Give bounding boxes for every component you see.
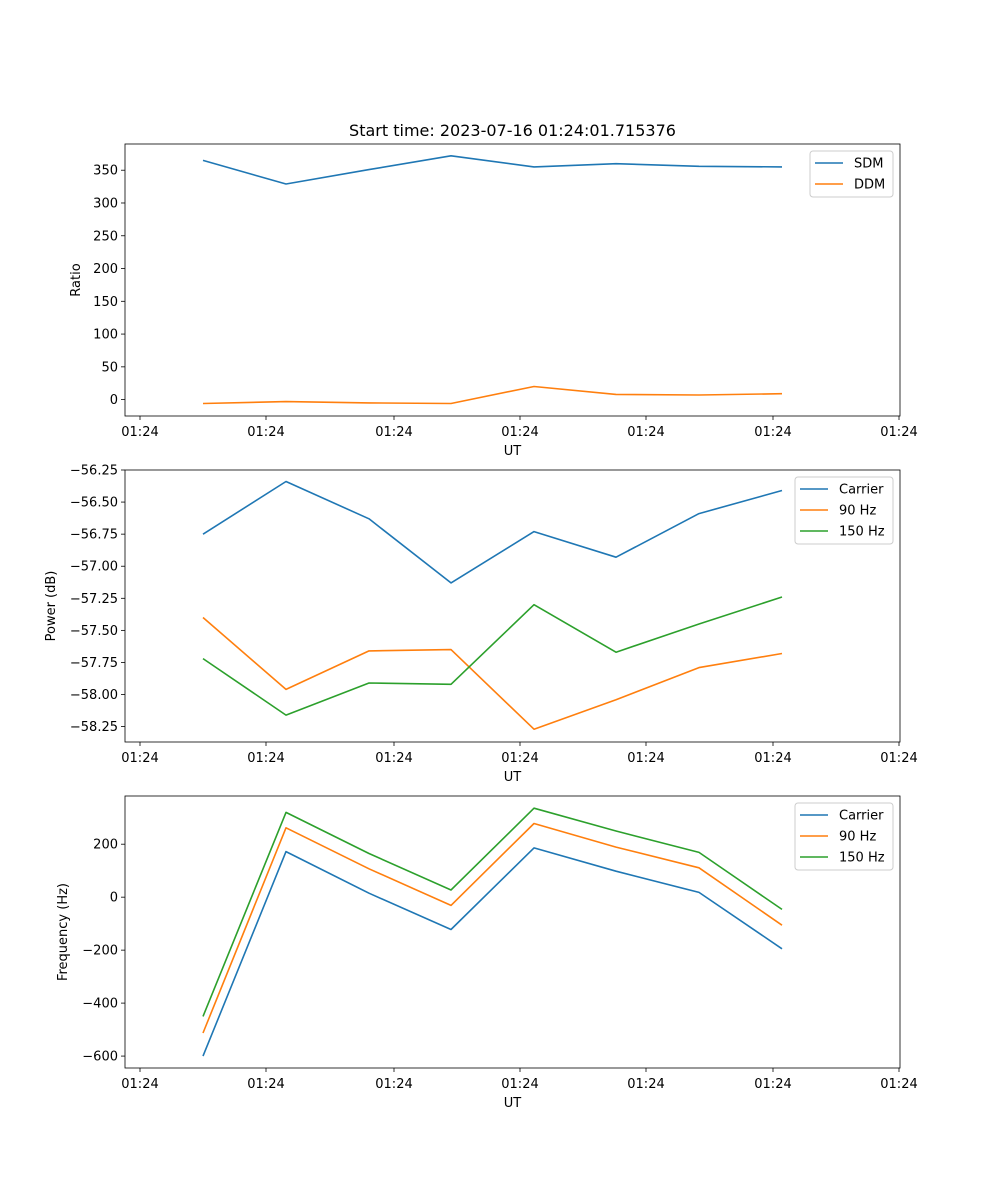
x-tick-label: 01:24 — [627, 751, 664, 766]
legend: SDM DDM — [809, 150, 894, 198]
legend-box — [794, 476, 894, 545]
x-tick-label: 01:24 — [754, 1077, 791, 1092]
x-tick-label: 01:24 — [247, 1077, 284, 1092]
x-axis-label: UT — [504, 1096, 522, 1111]
y-tick-label: −400 — [82, 997, 118, 1012]
series-line-90-hz — [202, 822, 783, 1034]
legend-label: 150 Hz — [839, 851, 885, 866]
x-tick-label: 01:24 — [880, 1077, 917, 1092]
series-line-150-hz — [202, 596, 783, 716]
x-tick-label: 01:24 — [501, 1077, 538, 1092]
x-tick-label: 01:24 — [627, 1077, 664, 1092]
series-line-sdm — [202, 155, 783, 185]
x-tick-label: 01:24 — [880, 425, 917, 440]
y-tick-label: −56.50 — [70, 496, 118, 511]
legend-label: 90 Hz — [839, 504, 876, 519]
y-tick-label: −58.25 — [70, 720, 118, 735]
x-tick-label: 01:24 — [375, 1077, 412, 1092]
y-tick-label: 200 — [93, 262, 118, 277]
y-tick-label: 250 — [93, 229, 118, 244]
y-axis-label: Frequency (Hz) — [56, 883, 71, 981]
x-tick-label: 01:24 — [880, 751, 917, 766]
y-tick-label: 100 — [93, 328, 118, 343]
y-tick-label: 50 — [101, 360, 118, 375]
y-tick-label: −200 — [82, 944, 118, 959]
subplot-3: 01:24 01:24 01:24 01:24 01:24 01:24 01:24−600−… — [56, 795, 918, 1111]
x-axis-label: UT — [504, 770, 522, 785]
y-tick-label: −57.00 — [70, 560, 118, 575]
y-tick-label: −56.25 — [70, 464, 118, 479]
axes-frame — [124, 143, 901, 417]
chart-title: Start time: 2023-07-16 01:24:01.715376 — [349, 121, 676, 140]
x-tick-label: 01:24 — [121, 425, 158, 440]
panels: 01:24 01:24 01:24 01:24 01:24 01:24 01:24 0 50 10… — [44, 143, 918, 1111]
subplot-1: 01:24 01:24 01:24 01:24 01:24 01:24 01:24 0 50 10… — [69, 143, 918, 459]
y-tick-label: −57.75 — [70, 656, 118, 671]
y-tick-label: −600 — [82, 1050, 118, 1065]
x-tick-label: 01:24 — [754, 425, 791, 440]
y-tick-label: 0 — [110, 393, 118, 408]
x-tick-label: 01:24 — [501, 751, 538, 766]
legend-box — [794, 802, 894, 871]
y-tick-label: 200 — [93, 838, 118, 853]
x-axis-label: UT — [504, 444, 522, 459]
y-tick-label: −56.75 — [70, 528, 118, 543]
x-tick-label: 01:24 — [247, 751, 284, 766]
y-tick-label: −58.00 — [70, 688, 118, 703]
series-line-ddm — [202, 385, 783, 405]
x-tick-label: 01:24 — [247, 425, 284, 440]
legend: Carrier 90 Hz 150 Hz — [794, 802, 894, 871]
y-tick-label: 350 — [93, 164, 118, 179]
x-tick-label: 01:24 — [375, 751, 412, 766]
legend-label: 150 Hz — [839, 525, 885, 540]
legend-label: Carrier — [839, 483, 884, 498]
y-tick-label: 300 — [93, 196, 118, 211]
series-line-90-hz — [202, 616, 783, 731]
y-tick-label: 150 — [93, 295, 118, 310]
y-tick-label: −57.50 — [70, 624, 118, 639]
x-tick-label: 01:24 — [754, 751, 791, 766]
y-axis-label: Ratio — [69, 263, 84, 296]
series-line-150-hz — [202, 807, 783, 1017]
x-tick-label: 01:24 — [121, 751, 158, 766]
x-tick-label: 01:24 — [375, 425, 412, 440]
series-line-carrier — [202, 847, 783, 1057]
y-tick-label: −57.25 — [70, 592, 118, 607]
legend-label: 90 Hz — [839, 830, 876, 845]
x-tick-label: 01:24 — [627, 425, 664, 440]
legend-label: Carrier — [839, 809, 884, 824]
y-axis-label: Power (dB) — [44, 571, 59, 642]
x-tick-label: 01:24 — [121, 1077, 158, 1092]
series-line-carrier — [202, 480, 783, 584]
legend-label: DDM — [854, 178, 885, 193]
y-tick-label: 0 — [110, 891, 118, 906]
x-tick-label: 01:24 — [501, 425, 538, 440]
legend: Carrier 90 Hz 150 Hz — [794, 476, 894, 545]
subplot-2: 01:24 01:24 01:24 01:24 01:24 01:24 01:24 −58.2… — [44, 464, 918, 786]
axes-frame — [124, 469, 901, 743]
axes-frame — [124, 795, 901, 1069]
legend-label: SDM — [854, 157, 883, 172]
